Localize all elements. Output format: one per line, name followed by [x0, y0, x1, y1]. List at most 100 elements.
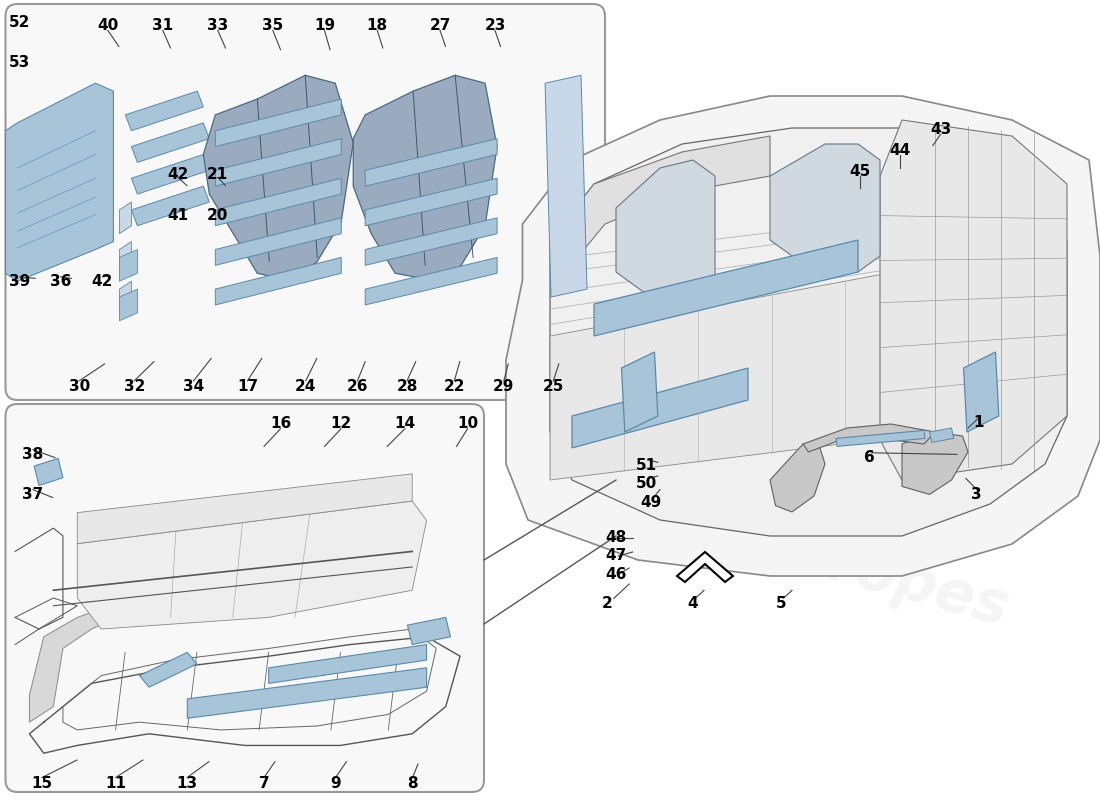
- Polygon shape: [506, 96, 1100, 576]
- Polygon shape: [120, 250, 138, 282]
- Text: 38: 38: [22, 447, 44, 462]
- Text: 15: 15: [31, 777, 53, 791]
- Polygon shape: [120, 242, 131, 274]
- Polygon shape: [6, 83, 113, 282]
- Text: 7: 7: [258, 777, 270, 791]
- Polygon shape: [930, 428, 954, 442]
- Text: 11: 11: [104, 777, 126, 791]
- Polygon shape: [120, 289, 138, 321]
- Text: 35: 35: [262, 18, 284, 33]
- Polygon shape: [216, 218, 341, 266]
- Polygon shape: [204, 75, 353, 282]
- Text: 12: 12: [330, 417, 352, 431]
- Text: 14: 14: [394, 417, 416, 431]
- Polygon shape: [131, 186, 209, 226]
- Polygon shape: [140, 652, 197, 687]
- Text: 37: 37: [22, 487, 44, 502]
- Text: 16: 16: [270, 417, 292, 431]
- Text: 23: 23: [484, 18, 506, 33]
- Polygon shape: [676, 552, 733, 582]
- Text: 36: 36: [50, 274, 72, 289]
- Text: 42: 42: [167, 167, 189, 182]
- Polygon shape: [550, 128, 1067, 536]
- Polygon shape: [77, 474, 412, 544]
- Text: parts: parts: [790, 454, 970, 554]
- Text: 22: 22: [443, 379, 465, 394]
- Polygon shape: [594, 240, 858, 336]
- Polygon shape: [616, 160, 715, 304]
- Text: europes: europes: [744, 514, 1016, 638]
- Polygon shape: [34, 458, 63, 486]
- Text: 25: 25: [542, 379, 564, 394]
- Text: 1985: 1985: [794, 383, 966, 481]
- Text: 19: 19: [314, 18, 336, 33]
- Polygon shape: [187, 668, 427, 718]
- Polygon shape: [546, 75, 587, 297]
- Text: 6: 6: [864, 450, 874, 465]
- Polygon shape: [770, 144, 880, 272]
- Text: 18: 18: [366, 18, 388, 33]
- Polygon shape: [353, 75, 497, 282]
- Text: 46: 46: [605, 567, 627, 582]
- Polygon shape: [216, 138, 341, 186]
- Text: 10: 10: [456, 417, 478, 431]
- Polygon shape: [770, 444, 825, 512]
- Text: 9: 9: [330, 777, 341, 791]
- Text: 47: 47: [605, 549, 627, 563]
- Text: 24: 24: [295, 379, 317, 394]
- Text: 39: 39: [9, 274, 31, 289]
- Polygon shape: [365, 218, 497, 266]
- Text: 51: 51: [636, 458, 658, 473]
- Polygon shape: [365, 178, 497, 226]
- Polygon shape: [902, 432, 968, 494]
- Text: 20: 20: [207, 209, 229, 223]
- Text: 40: 40: [97, 18, 119, 33]
- Text: 53: 53: [9, 55, 31, 70]
- Polygon shape: [268, 645, 427, 683]
- Polygon shape: [365, 138, 497, 186]
- Text: 44: 44: [889, 143, 911, 158]
- Text: 31: 31: [152, 18, 174, 33]
- Polygon shape: [572, 368, 748, 448]
- Text: 33: 33: [207, 18, 229, 33]
- Text: 49: 49: [640, 495, 662, 510]
- Text: 5: 5: [776, 597, 786, 611]
- Text: 43: 43: [930, 122, 952, 137]
- Polygon shape: [216, 258, 341, 305]
- Polygon shape: [836, 430, 925, 446]
- Text: 1: 1: [974, 415, 984, 430]
- Polygon shape: [880, 120, 1067, 480]
- Polygon shape: [621, 352, 658, 432]
- Polygon shape: [550, 240, 1067, 480]
- Text: 17: 17: [236, 379, 258, 394]
- Polygon shape: [120, 282, 131, 313]
- Text: 8: 8: [407, 777, 418, 791]
- Text: 29: 29: [493, 379, 515, 394]
- Text: 41: 41: [167, 209, 189, 223]
- Text: 26: 26: [346, 379, 368, 394]
- Polygon shape: [30, 606, 125, 722]
- Text: 50: 50: [636, 477, 658, 491]
- Polygon shape: [216, 99, 341, 146]
- Text: 52: 52: [9, 15, 31, 30]
- Text: 4: 4: [688, 597, 698, 611]
- Text: 2: 2: [602, 597, 613, 611]
- Polygon shape: [77, 501, 427, 629]
- Text: 28: 28: [396, 379, 418, 394]
- Text: 13: 13: [176, 777, 198, 791]
- Text: 42: 42: [91, 274, 113, 289]
- Text: 45: 45: [849, 165, 871, 179]
- Polygon shape: [407, 618, 451, 645]
- FancyBboxPatch shape: [6, 404, 484, 792]
- Polygon shape: [125, 91, 204, 130]
- Polygon shape: [131, 154, 209, 194]
- Polygon shape: [131, 122, 209, 162]
- Text: 3: 3: [971, 487, 982, 502]
- Polygon shape: [365, 258, 497, 305]
- Text: 34: 34: [183, 379, 205, 394]
- Polygon shape: [803, 424, 935, 452]
- Polygon shape: [964, 352, 999, 432]
- Text: 32: 32: [123, 379, 145, 394]
- Text: 21: 21: [207, 167, 229, 182]
- Polygon shape: [120, 202, 131, 234]
